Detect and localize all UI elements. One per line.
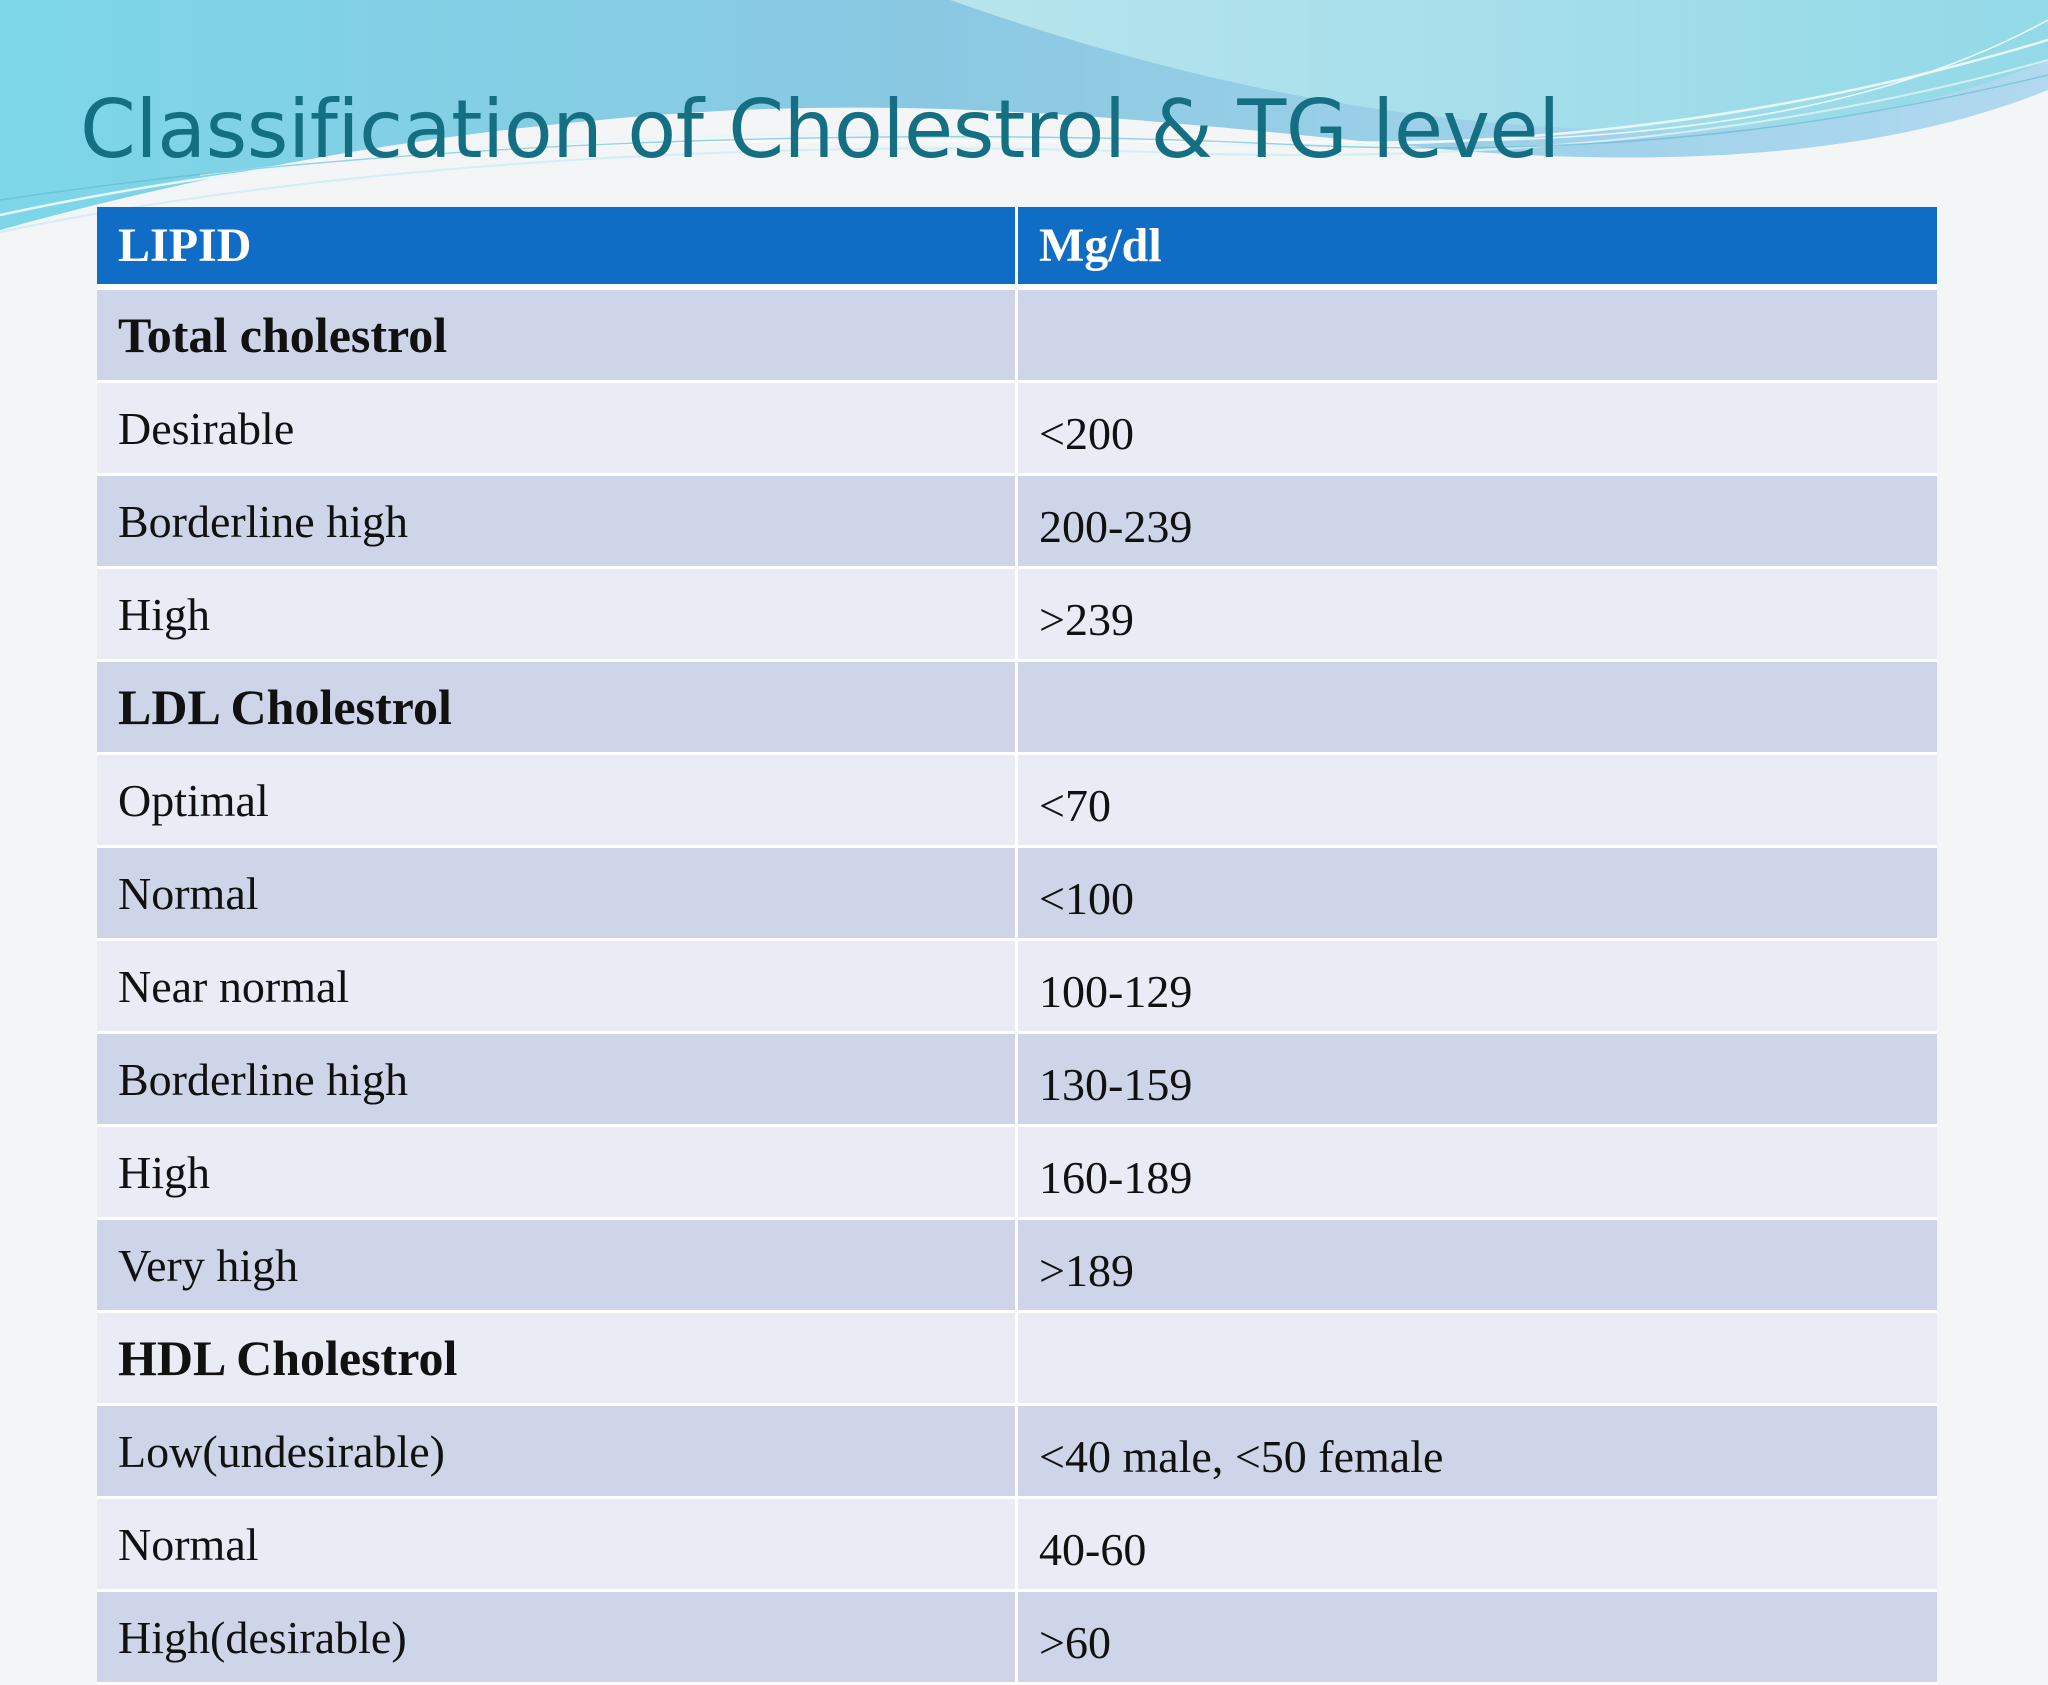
lipid-category-cell: Normal [97, 1499, 1018, 1592]
mgdl-value-cell [1018, 662, 1937, 755]
table-row: Normal <100 [97, 848, 1937, 941]
lipid-table-container: LIPID Mg/dl Total cholestrol Desirable <20… [97, 207, 1937, 1685]
table-body: Total cholestrol Desirable <200 Borderline … [97, 290, 1937, 1685]
lipid-category-cell: Borderline high [97, 1034, 1018, 1127]
table-section-row: HDL Cholestrol [97, 1313, 1937, 1406]
table-row: High(desirable) >60 [97, 1592, 1937, 1685]
lipid-category-cell: Borderline high [97, 476, 1018, 569]
lipid-classification-table: LIPID Mg/dl Total cholestrol Desirable <20… [97, 207, 1937, 1685]
mgdl-value-cell: <100 [1018, 848, 1937, 941]
mgdl-value-cell: 130-159 [1018, 1034, 1937, 1127]
lipid-category-cell: Desirable [97, 383, 1018, 476]
wave-decoration [0, 0, 2048, 233]
slide-title: Classification of Cholestrol & TG level [80, 83, 1560, 176]
lipid-category-cell: Low(undesirable) [97, 1406, 1018, 1499]
table-row: Borderline high 130-159 [97, 1034, 1937, 1127]
mgdl-value-cell: >239 [1018, 569, 1937, 662]
table-header-row: LIPID Mg/dl [97, 207, 1937, 290]
mgdl-value-cell: 40-60 [1018, 1499, 1937, 1592]
lipid-category-cell: High [97, 1127, 1018, 1220]
mgdl-value-cell: <70 [1018, 755, 1937, 848]
table-row: Low(undesirable) <40 male, <50 female [97, 1406, 1937, 1499]
column-header-mgdl: Mg/dl [1018, 207, 1937, 290]
mgdl-value-cell: <200 [1018, 383, 1937, 476]
table-row: Desirable <200 [97, 383, 1937, 476]
table-row: High 160-189 [97, 1127, 1937, 1220]
mgdl-value-cell [1018, 1313, 1937, 1406]
mgdl-value-cell: >60 [1018, 1592, 1937, 1685]
lipid-category-cell: High [97, 569, 1018, 662]
table-section-row: Total cholestrol [97, 290, 1937, 383]
mgdl-value-cell: <40 male, <50 female [1018, 1406, 1937, 1499]
mgdl-value-cell: >189 [1018, 1220, 1937, 1313]
mgdl-value-cell [1018, 290, 1937, 383]
table-row: Optimal <70 [97, 755, 1937, 848]
table-row: Normal 40-60 [97, 1499, 1937, 1592]
lipid-category-cell: Near normal [97, 941, 1018, 1034]
section-heading-cell: Total cholestrol [97, 290, 1018, 383]
table-row: High >239 [97, 569, 1937, 662]
mgdl-value-cell: 160-189 [1018, 1127, 1937, 1220]
table-row: Near normal 100-129 [97, 941, 1937, 1034]
table-row: Very high >189 [97, 1220, 1937, 1313]
section-heading-cell: LDL Cholestrol [97, 662, 1018, 755]
table-section-row: LDL Cholestrol [97, 662, 1937, 755]
lipid-category-cell: Optimal [97, 755, 1018, 848]
table-row: Borderline high 200-239 [97, 476, 1937, 569]
mgdl-value-cell: 100-129 [1018, 941, 1937, 1034]
column-header-lipid: LIPID [97, 207, 1018, 290]
lipid-category-cell: Normal [97, 848, 1018, 941]
mgdl-value-cell: 200-239 [1018, 476, 1937, 569]
section-heading-cell: HDL Cholestrol [97, 1313, 1018, 1406]
lipid-category-cell: Very high [97, 1220, 1018, 1313]
lipid-category-cell: High(desirable) [97, 1592, 1018, 1685]
